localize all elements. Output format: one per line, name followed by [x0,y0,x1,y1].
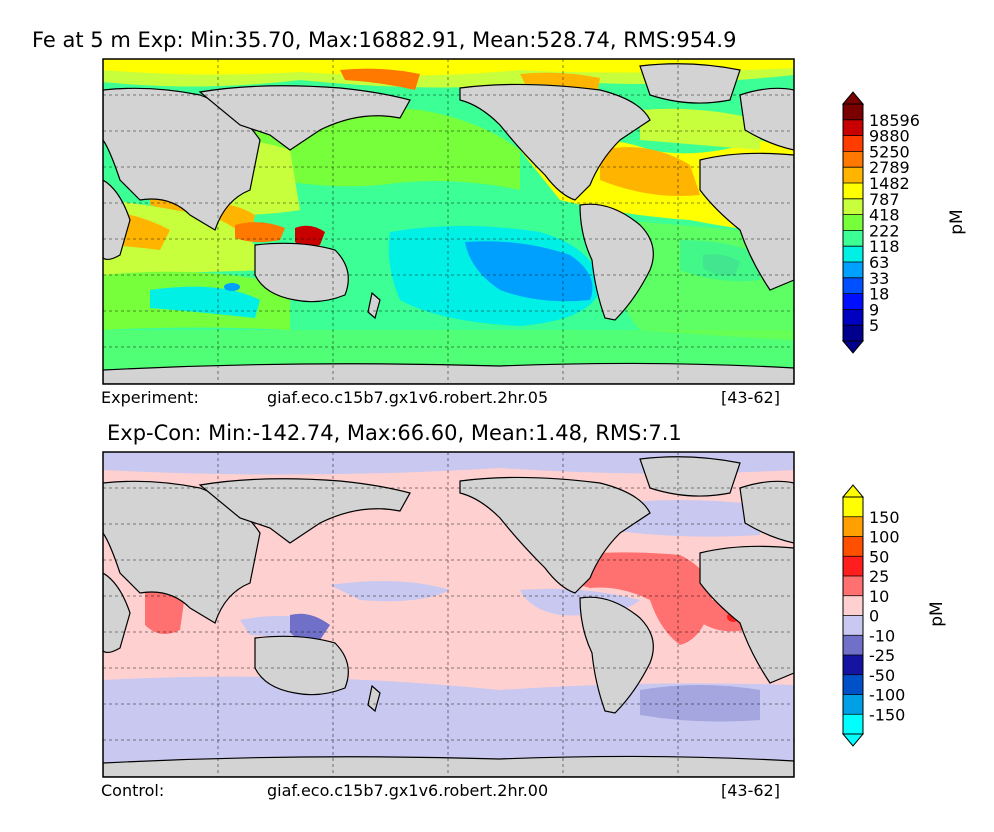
colorbar-swatch [843,325,863,341]
colorbar-swatch [843,536,863,557]
footer-years-top: [43-62] [721,388,780,407]
colorbar-swatch [843,714,863,734]
footer-label-bottom: Control: [101,781,165,800]
fe-concentration-map [103,59,794,384]
colorbar-swatch [843,516,863,537]
colorbar-extend-min [841,340,865,354]
colorbar-tick-label: 10 [869,587,889,606]
footer-run-top: giaf.eco.c15b7.gx1v6.robert.2hr.05 [267,388,549,407]
colorbar-swatch [843,104,863,120]
colorbar-swatch [843,674,863,695]
colorbar-tick-label: 33 [869,269,889,288]
colorbar-tick-label: 100 [869,528,900,547]
colorbar-swatch [843,151,863,168]
map-title-top: Fe at 5 m Exp: Min:35.70, Max:16882.91, … [32,28,737,52]
footer-label-top: Experiment: [101,388,199,407]
colorbar-swatch [843,309,863,326]
colorbar-tick-label: -50 [869,666,895,685]
colorbar-tick-label: 9880 [869,127,910,146]
colorbar-swatch [843,655,863,675]
bottom-map-frame [102,451,795,778]
footer-run-bottom: giaf.eco.c15b7.gx1v6.robert.2hr.00 [267,781,549,800]
colorbar-swatch [843,277,863,294]
colorbar-tick-label: 787 [869,190,900,209]
map-title-bottom: Exp-Con: Min:-142.74, Max:66.60, Mean:1.… [107,421,682,445]
colorbar-tick-label: 0 [869,607,879,626]
colorbar-swatch [843,497,863,517]
colorbar-swatch [843,556,863,576]
colorbar-swatch [843,293,863,310]
colorbar-swatch [843,262,863,278]
colorbar-tick-label: -100 [869,686,905,705]
colorbar-swatch [843,576,863,596]
colorbar-unit-bottom: pM [927,601,947,626]
colorbar-extend-min [841,733,865,747]
colorbar-frame [842,103,864,342]
colorbar-tick-label: 150 [869,508,900,527]
colorbar-extend-max [841,484,865,498]
colorbar-tick-label: 5250 [869,142,910,161]
colorbar-swatch [843,246,863,262]
colorbar-unit-top: pM [947,209,967,234]
colorbar-swatch [843,119,863,136]
colorbar-tick-label: 63 [869,253,889,272]
colorbar-fe: 1859698805250278914827874182221186333189… [841,91,920,354]
colorbar-swatch [843,635,863,655]
colorbar-tick-label: -10 [869,626,895,645]
colorbar-tick-label: 5 [869,316,879,335]
colorbar-tick-label: 25 [869,567,889,586]
colorbar-extend-max [841,91,865,105]
difference-map [103,452,794,777]
colorbar-tick-label: 1482 [869,174,910,193]
colorbar-tick-label: 222 [869,221,900,240]
colorbar-swatch [843,167,863,183]
colorbar-tick-label: 418 [869,206,900,225]
colorbar-tick-label: 9 [869,300,879,319]
colorbar-tick-label: 18 [869,285,889,304]
colorbar-tick-label: 2789 [869,158,910,177]
colorbar-swatch [843,198,863,215]
colorbar-tick-label: 118 [869,237,900,256]
colorbar-swatch [843,615,863,636]
top-map-frame [102,58,795,385]
colorbar-swatch [843,230,863,247]
colorbar-swatch [843,694,863,715]
footer-years-bottom: [43-62] [721,781,780,800]
colorbar-tick-label: -25 [869,646,895,665]
colorbar-swatch [843,183,863,199]
colorbar-swatch [843,135,863,152]
colorbar-swatch [843,214,863,231]
colorbar-tick-label: 50 [869,547,889,566]
colorbar-tick-label: -150 [869,705,905,724]
colorbar-swatch [843,595,863,616]
colorbar-tick-label: 18596 [869,111,920,130]
